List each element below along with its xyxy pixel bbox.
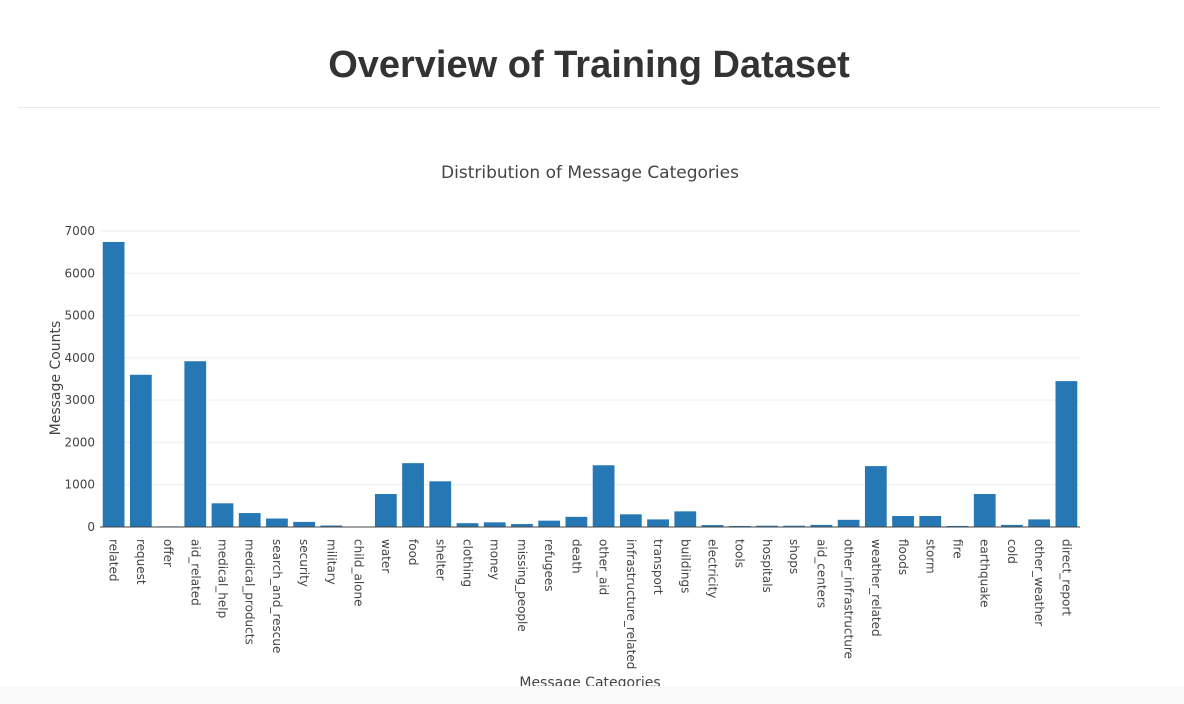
bar-infrastructure_related[interactable] <box>619 514 642 527</box>
x-tick-label: search_and_rescue <box>270 539 284 653</box>
bar-other_weather[interactable] <box>1028 519 1051 527</box>
x-tick-labels: related request offer aid_related medical_he… <box>107 539 1074 669</box>
bar-aid_related[interactable] <box>184 361 207 527</box>
bar-clothing[interactable] <box>456 523 479 527</box>
bar-security[interactable] <box>293 521 316 527</box>
bar-aid_centers[interactable] <box>810 524 833 527</box>
x-tick-label: buildings <box>678 539 692 593</box>
bar-medical_products[interactable] <box>238 513 261 527</box>
chart-title: Distribution of Message Categories <box>441 163 739 183</box>
x-tick-label: child_alone <box>352 539 366 607</box>
bar-other_aid[interactable] <box>592 465 615 527</box>
bar-direct_report[interactable] <box>1055 381 1078 527</box>
y-tick-label: 6000 <box>64 266 95 280</box>
bar-other_infrastructure[interactable] <box>837 519 860 527</box>
bar-food[interactable] <box>402 463 424 527</box>
x-tick-label: military <box>324 539 338 585</box>
y-tick-label: 4000 <box>64 351 95 365</box>
x-tick-label: death <box>569 539 583 574</box>
x-tick-label: shelter <box>433 539 447 581</box>
bar-water[interactable] <box>374 494 397 527</box>
x-tick-label: refugees <box>542 539 556 592</box>
x-tick-label: electricity <box>706 539 720 598</box>
x-tick-label: aid_centers <box>814 539 828 608</box>
x-tick-label: aid_related <box>188 539 202 606</box>
x-tick-label: other_weather <box>1032 539 1046 626</box>
bar-death[interactable] <box>565 516 588 527</box>
x-tick-label: medical_products <box>243 539 257 645</box>
x-tick-label: money <box>488 539 502 580</box>
bar-military[interactable] <box>320 525 343 527</box>
x-tick-label: related <box>107 539 121 581</box>
page-title: Overview of Training Dataset <box>328 44 850 86</box>
x-tick-label: tools <box>733 539 747 568</box>
bar-tools[interactable] <box>728 525 751 527</box>
x-tick-label: other_aid <box>597 539 611 595</box>
y-tick-label: 2000 <box>64 435 95 449</box>
x-tick-label: water <box>379 539 393 573</box>
bar-search_and_rescue[interactable] <box>266 518 288 527</box>
bar-buildings[interactable] <box>674 511 697 527</box>
x-tick-label: medical_help <box>216 539 230 618</box>
x-tick-label: infrastructure_related <box>624 539 638 669</box>
x-tick-label: floods <box>896 539 910 575</box>
y-tick-label: 5000 <box>64 309 95 323</box>
x-tick-label: fire <box>951 539 965 559</box>
y-tick-label: 7000 <box>64 224 95 238</box>
x-tick-label: other_infrastructure <box>842 539 856 659</box>
y-axis-title: Message Counts <box>48 321 64 436</box>
bar-shelter[interactable] <box>429 481 452 527</box>
y-tick-label: 1000 <box>64 478 95 492</box>
bars <box>102 241 1078 527</box>
x-tick-label: hospitals <box>760 539 774 593</box>
category-bar-chart: Distribution of Message Categories 0 1000… <box>48 163 1080 690</box>
bar-fire[interactable] <box>946 525 969 527</box>
bar-shops[interactable] <box>783 525 806 527</box>
x-tick-label: weather_related <box>869 539 883 637</box>
bar-transport[interactable] <box>647 519 669 527</box>
bar-related[interactable] <box>102 241 125 527</box>
bar-hospitals[interactable] <box>756 525 778 527</box>
bar-request[interactable] <box>129 374 152 527</box>
x-tick-label: storm <box>923 539 937 574</box>
bar-storm[interactable] <box>919 516 942 527</box>
x-tick-label: direct_report <box>1059 539 1073 616</box>
bar-medical_help[interactable] <box>211 503 234 527</box>
bar-weather_related[interactable] <box>864 466 887 527</box>
x-tick-label: food <box>406 539 420 566</box>
bar-refugees[interactable] <box>538 520 561 527</box>
x-tick-label: cold <box>1005 539 1019 564</box>
x-tick-label: missing_people <box>515 539 529 632</box>
y-tick-label: 0 <box>87 520 95 534</box>
x-tick-label: request <box>134 539 148 585</box>
x-tick-label: security <box>297 539 311 587</box>
bar-electricity[interactable] <box>701 525 724 527</box>
bar-money[interactable] <box>483 522 506 527</box>
y-tick-label: 3000 <box>64 393 95 407</box>
x-tick-label: offer <box>161 539 175 567</box>
x-tick-label: clothing <box>461 539 475 587</box>
bar-missing_people[interactable] <box>511 524 533 527</box>
x-tick-label: shops <box>787 539 801 574</box>
x-tick-label: transport <box>651 539 665 595</box>
bar-floods[interactable] <box>892 516 914 527</box>
x-tick-label: earthquake <box>978 539 992 607</box>
bar-earthquake[interactable] <box>973 494 996 527</box>
bar-cold[interactable] <box>1001 524 1023 527</box>
page-header: Overview of Training Dataset <box>18 0 1160 108</box>
footer-band <box>0 686 1184 704</box>
gridlines <box>100 230 1080 486</box>
y-tick-labels: 0 1000 2000 3000 4000 5000 6000 7000 <box>64 224 95 534</box>
